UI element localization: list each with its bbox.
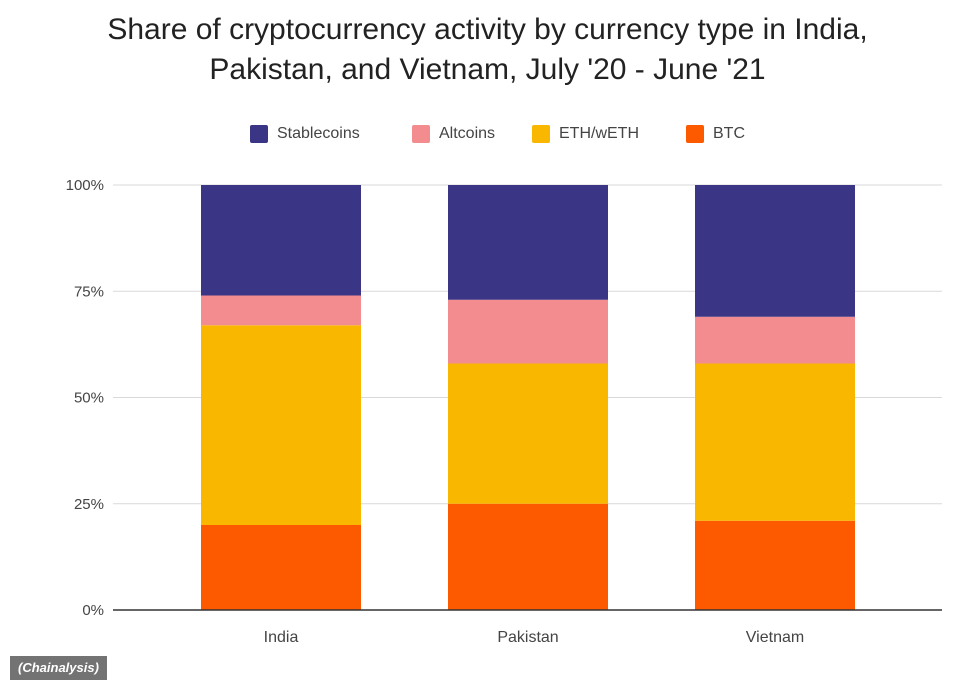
legend-swatch: [412, 125, 430, 143]
bar-segment-stablecoins-india: [201, 185, 361, 296]
bar-segment-stablecoins-vietnam: [695, 185, 855, 317]
chart-title-line-1: Share of cryptocurrency activity by curr…: [107, 13, 868, 46]
chart-title: Share of cryptocurrency activity by curr…: [0, 10, 975, 90]
legend-item: BTC: [686, 120, 745, 148]
legend-item: Stablecoins: [250, 120, 360, 148]
legend-item: ETH/wETH: [532, 120, 639, 148]
x-tick-label: Pakistan: [497, 629, 558, 646]
bar-segment-altcoins-pakistan: [448, 299, 608, 364]
y-tick-label: 25%: [74, 496, 104, 513]
legend-swatch: [686, 125, 704, 143]
bar-segment-btc-india: [201, 525, 361, 610]
chart-legend: Stablecoins Altcoins ETH/wETH BTC: [0, 120, 975, 148]
y-tick-label: 75%: [74, 283, 104, 300]
bar-segment-btc-pakistan: [448, 503, 608, 610]
bar-segment-eth-weth-india: [201, 325, 361, 525]
chart-title-line-2: Pakistan, and Vietnam, July '20 - June '…: [209, 53, 766, 86]
legend-label: ETH/wETH: [559, 125, 639, 142]
bar-segment-eth-weth-vietnam: [695, 363, 855, 521]
bar-segment-btc-vietnam: [695, 520, 855, 610]
bar-segment-altcoins-vietnam: [695, 316, 855, 364]
x-tick-label: India: [264, 629, 299, 646]
source-credit: (Chainalysis): [10, 656, 107, 680]
x-tick-label: Vietnam: [746, 629, 804, 646]
legend-swatch: [532, 125, 550, 143]
bar-segment-eth-weth-pakistan: [448, 363, 608, 504]
bar-segment-stablecoins-pakistan: [448, 185, 608, 300]
y-tick-label: 0%: [82, 602, 104, 619]
legend-label: Stablecoins: [277, 125, 360, 142]
legend-swatch: [250, 125, 268, 143]
legend-label: BTC: [713, 125, 745, 142]
y-tick-label: 100%: [66, 177, 104, 194]
bar-segment-altcoins-india: [201, 295, 361, 326]
legend-label: Altcoins: [439, 125, 496, 142]
legend-item: Altcoins: [412, 120, 495, 148]
y-tick-label: 50%: [74, 390, 104, 407]
